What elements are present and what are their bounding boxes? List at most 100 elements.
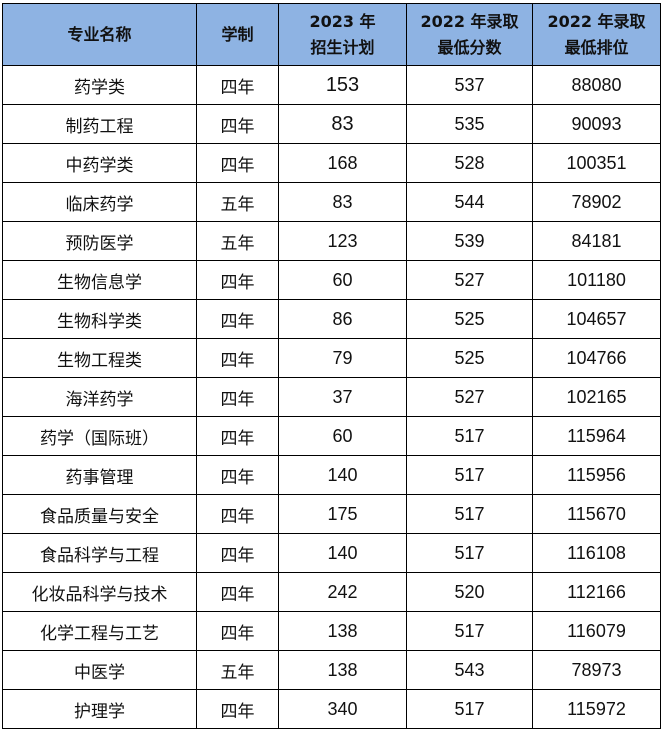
cell-duration: 四年 [196,533,279,573]
cell-rank: 101180 [532,260,661,300]
cell-rank: 104657 [532,299,661,339]
cell-duration: 四年 [196,260,279,300]
cell-rank: 78973 [532,650,661,690]
table-row: 药事管理 四年 140 517 115956 [2,455,661,495]
cell-major: 食品质量与安全 [2,494,197,534]
cell-score: 528 [406,143,533,183]
table-row: 化妆品科学与技术 四年 242 520 112166 [2,572,661,612]
cell-plan: 242 [278,572,407,612]
cell-duration: 四年 [196,143,279,183]
cell-plan: 60 [278,260,407,300]
cell-major: 药学（国际班） [2,416,197,456]
cell-major: 护理学 [2,689,197,729]
cell-rank: 90093 [532,104,661,144]
header-score-line1: 2022 年录取 [420,11,519,31]
cell-rank: 100351 [532,143,661,183]
cell-score: 537 [406,65,533,105]
header-row: 专业名称 学制 2023 年 招生计划 2022 年录取 最低分数 2022 年… [2,3,661,66]
cell-score: 517 [406,533,533,573]
cell-score: 517 [406,416,533,456]
header-major: 专业名称 [2,3,197,66]
cell-major: 中药学类 [2,143,197,183]
table-row: 食品质量与安全 四年 175 517 115670 [2,494,661,534]
cell-plan: 37 [278,377,407,417]
cell-rank: 115972 [532,689,661,729]
header-min-score-2022: 2022 年录取 最低分数 [406,3,533,66]
cell-duration: 五年 [196,221,279,261]
cell-rank: 115670 [532,494,661,534]
cell-duration: 四年 [196,611,279,651]
header-rank-line1: 2022 年录取 [547,11,646,31]
admission-table: 专业名称 学制 2023 年 招生计划 2022 年录取 最低分数 2022 年… [2,3,661,729]
table-row: 护理学 四年 340 517 115972 [2,689,661,729]
header-plan-line2: 招生计划 [310,37,375,57]
table-row: 制药工程 四年 83 535 90093 [2,104,661,144]
cell-duration: 四年 [196,494,279,534]
cell-duration: 四年 [196,572,279,612]
cell-rank: 78902 [532,182,661,222]
cell-rank: 84181 [532,221,661,261]
table-row: 药学（国际班） 四年 60 517 115964 [2,416,661,456]
table-body: 药学类 四年 153 537 88080 制药工程 四年 83 535 90093 中药学类 四年 16… [2,65,661,729]
cell-major: 化妆品科学与技术 [2,572,197,612]
table-row: 预防医学 五年 123 539 84181 [2,221,661,261]
table-header: 专业名称 学制 2023 年 招生计划 2022 年录取 最低分数 2022 年… [2,3,661,66]
cell-major: 生物科学类 [2,299,197,339]
cell-duration: 四年 [196,104,279,144]
header-score-line2: 最低分数 [437,37,502,57]
cell-rank: 116079 [532,611,661,651]
table-row: 生物工程类 四年 79 525 104766 [2,338,661,378]
table-row: 药学类 四年 153 537 88080 [2,65,661,105]
cell-plan: 123 [278,221,407,261]
table-row: 生物科学类 四年 86 525 104657 [2,299,661,339]
cell-plan: 340 [278,689,407,729]
cell-duration: 四年 [196,689,279,729]
cell-major: 临床药学 [2,182,197,222]
cell-rank: 104766 [532,338,661,378]
cell-rank: 112166 [532,572,661,612]
cell-plan: 79 [278,338,407,378]
header-plan-line1: 2023 年 [309,11,376,31]
cell-score: 535 [406,104,533,144]
cell-major: 预防医学 [2,221,197,261]
cell-score: 527 [406,260,533,300]
cell-plan: 153 [278,65,407,105]
cell-duration: 五年 [196,650,279,690]
cell-major: 制药工程 [2,104,197,144]
table-row: 临床药学 五年 83 544 78902 [2,182,661,222]
cell-score: 544 [406,182,533,222]
table-row: 中医学 五年 138 543 78973 [2,650,661,690]
cell-plan: 138 [278,650,407,690]
cell-duration: 四年 [196,299,279,339]
cell-score: 520 [406,572,533,612]
cell-duration: 四年 [196,416,279,456]
cell-plan: 83 [278,104,407,144]
cell-score: 525 [406,338,533,378]
cell-major: 食品科学与工程 [2,533,197,573]
cell-plan: 60 [278,416,407,456]
cell-major: 生物工程类 [2,338,197,378]
cell-major: 药学类 [2,65,197,105]
cell-score: 543 [406,650,533,690]
table-row: 中药学类 四年 168 528 100351 [2,143,661,183]
cell-major: 中医学 [2,650,197,690]
cell-plan: 175 [278,494,407,534]
cell-plan: 168 [278,143,407,183]
header-duration: 学制 [196,3,279,66]
table-row: 生物信息学 四年 60 527 101180 [2,260,661,300]
cell-duration: 四年 [196,377,279,417]
cell-duration: 四年 [196,338,279,378]
cell-major: 海洋药学 [2,377,197,417]
cell-plan: 86 [278,299,407,339]
cell-plan: 83 [278,182,407,222]
cell-rank: 115964 [532,416,661,456]
cell-rank: 115956 [532,455,661,495]
cell-score: 527 [406,377,533,417]
cell-major: 生物信息学 [2,260,197,300]
cell-rank: 116108 [532,533,661,573]
cell-plan: 140 [278,533,407,573]
cell-major: 化学工程与工艺 [2,611,197,651]
table-row: 化学工程与工艺 四年 138 517 116079 [2,611,661,651]
cell-rank: 102165 [532,377,661,417]
